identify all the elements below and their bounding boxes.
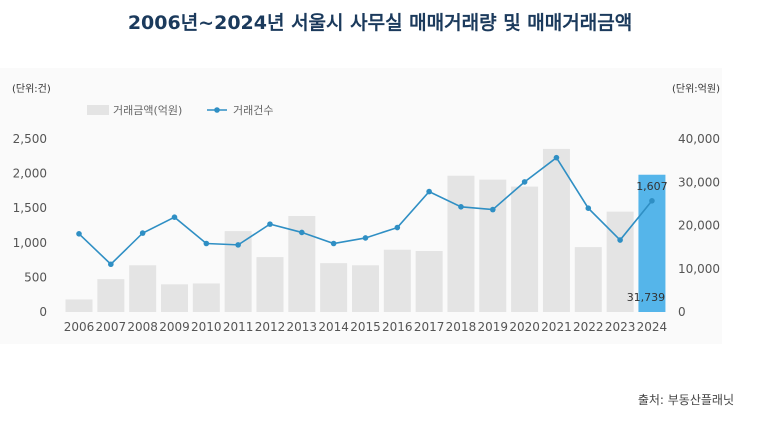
- right-axis-tick: 40,000: [678, 132, 720, 146]
- source-note: 출처: 부동산플래닛: [637, 393, 734, 407]
- x-tick-2024: 2024: [637, 320, 668, 334]
- bar-2010: [192, 283, 220, 312]
- bar-2024: [638, 174, 666, 312]
- line-point-2012: [267, 221, 273, 227]
- line-point-2014: [330, 240, 337, 247]
- x-tick-2008: 2008: [127, 320, 158, 334]
- x-tick-2019: 2019: [478, 320, 509, 334]
- x-tick-2006: 2006: [64, 320, 95, 334]
- right-axis-tick: 20,000: [678, 219, 720, 233]
- data-label-bar-2024: 31,739: [627, 291, 666, 304]
- bar-2014: [320, 263, 348, 312]
- bar-2016: [383, 249, 411, 312]
- x-tick-2012: 2012: [255, 320, 286, 334]
- line-point-2011: [235, 242, 241, 248]
- bar-2018: [447, 175, 475, 312]
- line-point-2022: [585, 205, 592, 211]
- bar-2015: [351, 265, 379, 312]
- line-point-2010: [203, 240, 210, 247]
- x-tick-2017: 2017: [414, 320, 445, 334]
- left-axis-tick: 1,000: [13, 236, 47, 250]
- line-point-2008: [139, 230, 146, 236]
- right-axis-tick: 0: [678, 305, 686, 319]
- x-tick-2016: 2016: [382, 320, 413, 334]
- line-point-2009: [171, 214, 178, 220]
- left-axis-tick: 500: [24, 270, 47, 284]
- bar-2022: [574, 247, 602, 312]
- line-point-2024: [649, 197, 655, 204]
- bar-2006: [65, 299, 93, 312]
- line-point-2020: [521, 179, 528, 185]
- x-tick-2010: 2010: [191, 320, 222, 334]
- line-point-2019: [489, 206, 496, 213]
- x-tick-2007: 2007: [96, 320, 127, 334]
- line-point-2016: [394, 224, 401, 231]
- line-point-2023: [617, 237, 623, 243]
- left-axis-unit: (단위:건): [12, 84, 51, 95]
- bar-2017: [415, 251, 443, 312]
- bar-2007: [97, 279, 125, 312]
- line-point-2015: [362, 235, 369, 241]
- legend-bar-swatch: [87, 105, 109, 115]
- right-axis-tick: 30,000: [678, 175, 720, 189]
- line-point-2013: [299, 229, 305, 236]
- left-axis-tick: 0: [39, 305, 47, 319]
- x-tick-2011: 2011: [223, 320, 254, 334]
- legend-bar-label: 거래금액(억원): [113, 104, 182, 117]
- line-point-2017: [426, 188, 432, 195]
- bar-2020: [511, 186, 539, 312]
- bar-2012: [256, 257, 284, 312]
- left-axis-tick: 2,500: [13, 132, 47, 146]
- x-tick-2014: 2014: [318, 320, 349, 334]
- x-tick-2009: 2009: [159, 320, 190, 334]
- right-axis-tick: 10,000: [678, 262, 720, 276]
- x-tick-2023: 2023: [605, 320, 636, 334]
- chart-title: 2006년~2024년 서울시 사무실 매매거래량 및 매매거래금액: [127, 12, 633, 34]
- x-tick-2013: 2013: [287, 320, 318, 334]
- line-point-2006: [76, 231, 82, 237]
- line-point-2021: [553, 154, 560, 161]
- left-axis-tick: 1,500: [13, 201, 47, 215]
- x-tick-2021: 2021: [541, 320, 572, 334]
- x-tick-2015: 2015: [350, 320, 381, 334]
- bar-2019: [479, 179, 507, 312]
- bar-2009: [160, 284, 188, 312]
- line-point-2007: [108, 261, 114, 268]
- legend-line-label: 거래건수: [233, 104, 273, 117]
- left-axis-tick: 2,000: [13, 167, 47, 181]
- data-label-line-2024: 1,607: [636, 180, 668, 193]
- line-point-2018: [458, 204, 464, 210]
- right-axis-unit: (단위:억원): [672, 84, 720, 95]
- legend-line-marker: [214, 107, 220, 113]
- bar-2008: [129, 265, 157, 312]
- bar-2021: [542, 148, 570, 312]
- x-tick-2022: 2022: [573, 320, 604, 334]
- x-tick-2020: 2020: [509, 320, 540, 334]
- x-tick-2018: 2018: [446, 320, 477, 334]
